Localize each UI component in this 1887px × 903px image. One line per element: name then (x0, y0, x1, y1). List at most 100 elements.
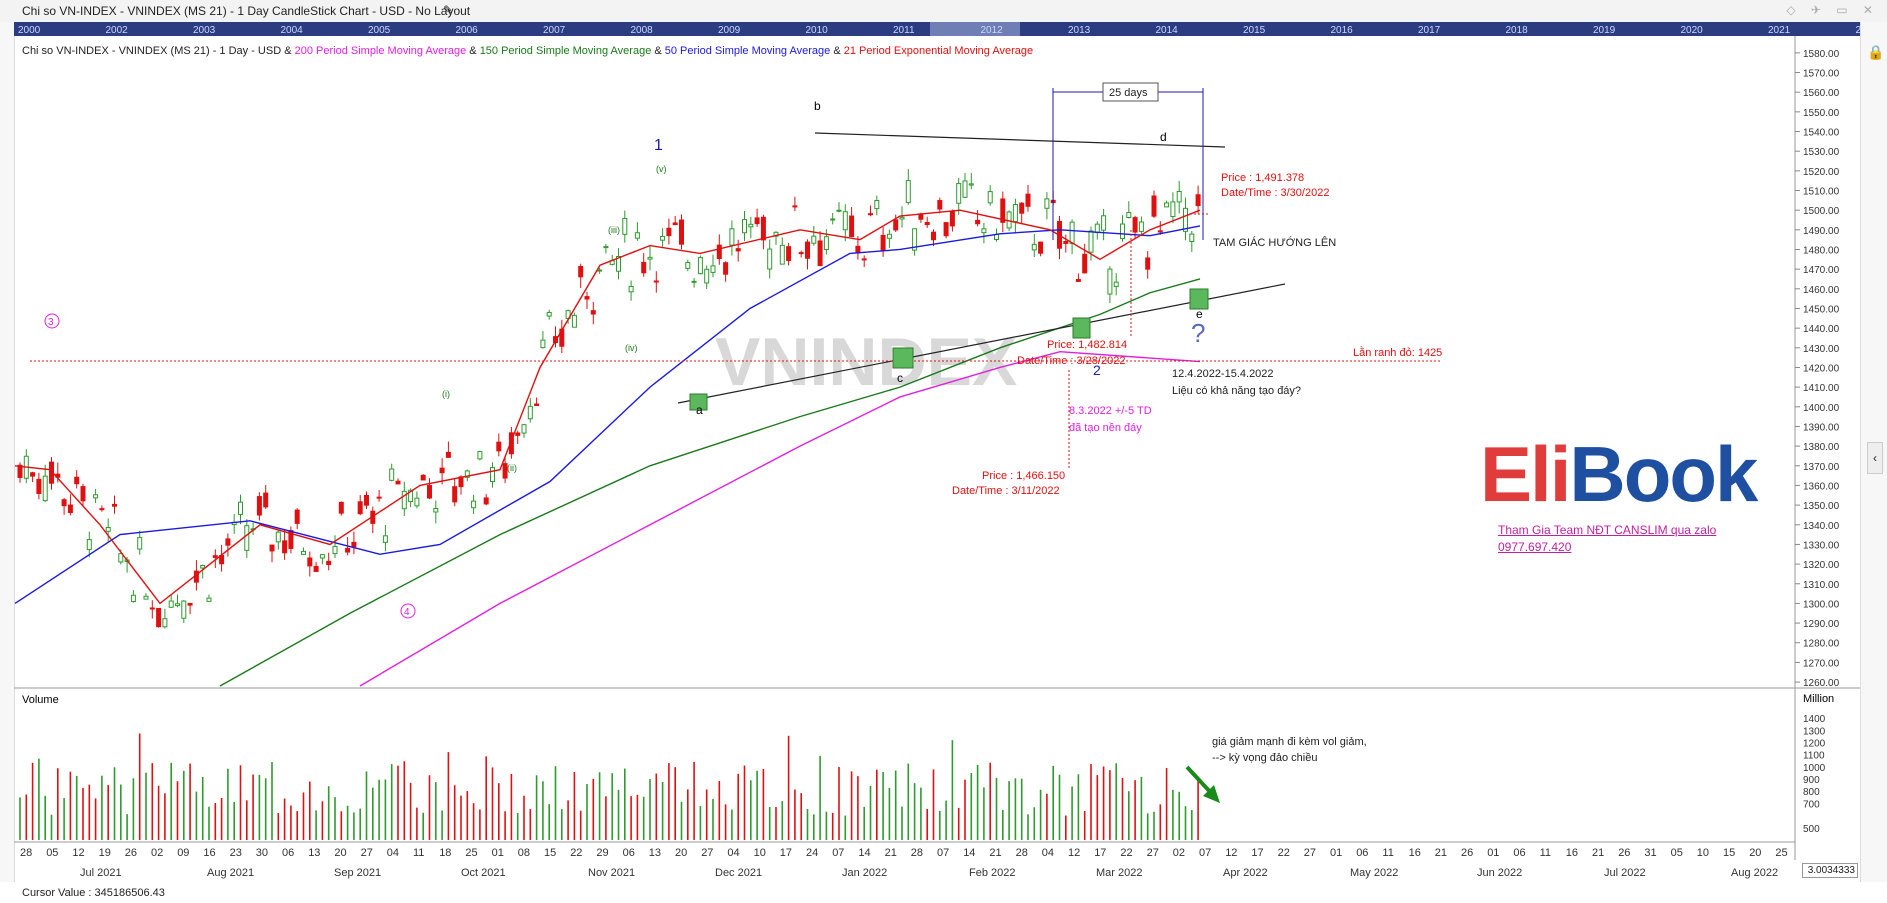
candle-body (685, 262, 691, 269)
price-tick: 1580.00 (1803, 49, 1840, 60)
candle-body (937, 200, 943, 210)
nav-year: 2014 (1156, 25, 1179, 36)
candle-body (187, 602, 193, 606)
candle-body (1044, 198, 1050, 209)
nav-year: 2002 (106, 25, 129, 36)
candle-body (571, 314, 577, 328)
month-tick: Apr 2022 (1223, 867, 1268, 879)
price-tick: 1430.00 (1803, 344, 1840, 355)
triangle-label: TAM GIÁC HƯỚNG LÊN (1213, 236, 1336, 249)
candle-body (338, 501, 344, 514)
month-tick: Nov 2021 (588, 867, 635, 879)
day-tick: 20 (675, 847, 687, 859)
candle-body (912, 228, 918, 251)
price-tick: 1470.00 (1803, 265, 1840, 276)
candle-body (61, 499, 67, 507)
candle-body (452, 486, 458, 503)
price1: Price : 1,491.378 (1221, 172, 1304, 184)
day-tick: 16 (1409, 847, 1421, 859)
nav-year: 2004 (281, 25, 304, 36)
month-tick: Oct 2021 (461, 867, 506, 879)
price-tick: 1270.00 (1803, 658, 1840, 669)
day-tick: 27 (1304, 847, 1316, 859)
candle-body (1145, 257, 1151, 270)
candle-body (1075, 279, 1081, 282)
candle-body (508, 432, 514, 455)
candle-body (105, 527, 111, 532)
price-tick: 1530.00 (1803, 147, 1840, 158)
zalo-link[interactable]: Tham Gia Team NĐT CANSLIM qua zalo 0977.… (1498, 523, 1717, 554)
nav-year: 2018 (1506, 25, 1529, 36)
candle-body (74, 476, 80, 485)
candle-body (99, 508, 105, 511)
price-tick: 1330.00 (1803, 540, 1840, 551)
resistance-label: Lằn ranh đỏ: 1425 (1353, 346, 1442, 359)
volume-tick: 500 (1803, 824, 1820, 835)
day-tick: 06 (282, 847, 294, 859)
lock-icon[interactable]: 🔒 (1867, 44, 1885, 60)
wave-2: 2 (1093, 362, 1101, 378)
wave-e: e (1196, 307, 1203, 321)
nav-year: 2015 (1243, 25, 1266, 36)
vol-arrow (1185, 765, 1215, 797)
price-tick: 1260.00 (1803, 678, 1840, 689)
elibook-watermark: EliBook Tham Gia Team NĐT CANSLIM qua za… (1480, 434, 1760, 564)
date2: Date/Time : 3/28/2022 (1017, 355, 1125, 367)
day-tick: 14 (858, 847, 870, 859)
date3: Date/Time : 3/11/2022 (952, 485, 1060, 497)
pencil-icon[interactable]: ✎ (443, 3, 454, 17)
nav-year: 2020 (1681, 25, 1704, 36)
collapse-arrow-icon[interactable]: ‹ (1867, 442, 1883, 474)
day-tick: 21 (1592, 847, 1604, 859)
candle-body (212, 555, 218, 558)
candle-body (364, 494, 369, 506)
day-tick: 20 (1749, 847, 1761, 859)
sub-v: (v) (656, 164, 667, 174)
nav-year: 2013 (1068, 25, 1091, 36)
sub-iv: (iv) (625, 343, 638, 353)
nav-year: 2022 (1856, 25, 1861, 36)
candle-body (1120, 223, 1125, 240)
candle-body (1151, 195, 1157, 217)
day-tick: 11 (1540, 847, 1551, 859)
month-tick: Jun 2022 (1477, 867, 1522, 879)
candle-body (1132, 217, 1138, 233)
price-tick: 1570.00 (1803, 69, 1840, 80)
price-tick: 1280.00 (1803, 639, 1840, 650)
value-box[interactable]: 3.0034333 (1802, 863, 1858, 878)
day-tick: 27 (1147, 847, 1159, 859)
candle-body (80, 486, 86, 502)
right-toolbar[interactable]: 🔒 ‹ (1860, 22, 1887, 882)
volume-bars (19, 733, 1199, 840)
left-toolbar[interactable] (0, 22, 15, 882)
candle-body (238, 501, 243, 515)
day-tick: 28 (1016, 847, 1028, 859)
navigator-years: 2000 2002 2003 2004 2005 2006 2007 2008 2009 2010… (18, 25, 1860, 36)
candle-body (716, 244, 722, 260)
window-controls[interactable]: ◇ ✈ ▭ ✕ (1786, 3, 1879, 17)
window-title: Chi so VN-INDEX - VNINDEX (MS 21) - 1 Da… (22, 4, 471, 18)
ma-line (219, 278, 1201, 687)
day-tick: 13 (308, 847, 320, 859)
candle-body (521, 424, 527, 434)
candle-body (553, 336, 558, 344)
nav-year: 2007 (543, 25, 566, 36)
day-tick: 12 (1225, 847, 1237, 859)
period-label: 12.4.2022-15.4.2022 (1172, 368, 1274, 380)
candle-body (332, 545, 338, 555)
volume-tick: 1000 (1803, 763, 1826, 774)
candlesticks (17, 169, 1201, 629)
circle-3: 3 (48, 317, 54, 328)
day-tick: 04 (1042, 847, 1054, 859)
title-bar: Chi so VN-INDEX - VNINDEX (MS 21) - 1 Da… (0, 0, 1887, 23)
nav-year: 2005 (368, 25, 391, 36)
nav-year: 2019 (1593, 25, 1616, 36)
day-tick: 02 (1173, 847, 1185, 859)
day-tick: 31 (1644, 847, 1656, 859)
candle-body (471, 500, 477, 509)
day-tick: 15 (1723, 847, 1735, 859)
wave-c: c (897, 371, 903, 385)
day-tick: 07 (832, 847, 844, 859)
lower-trendline (677, 283, 1286, 404)
